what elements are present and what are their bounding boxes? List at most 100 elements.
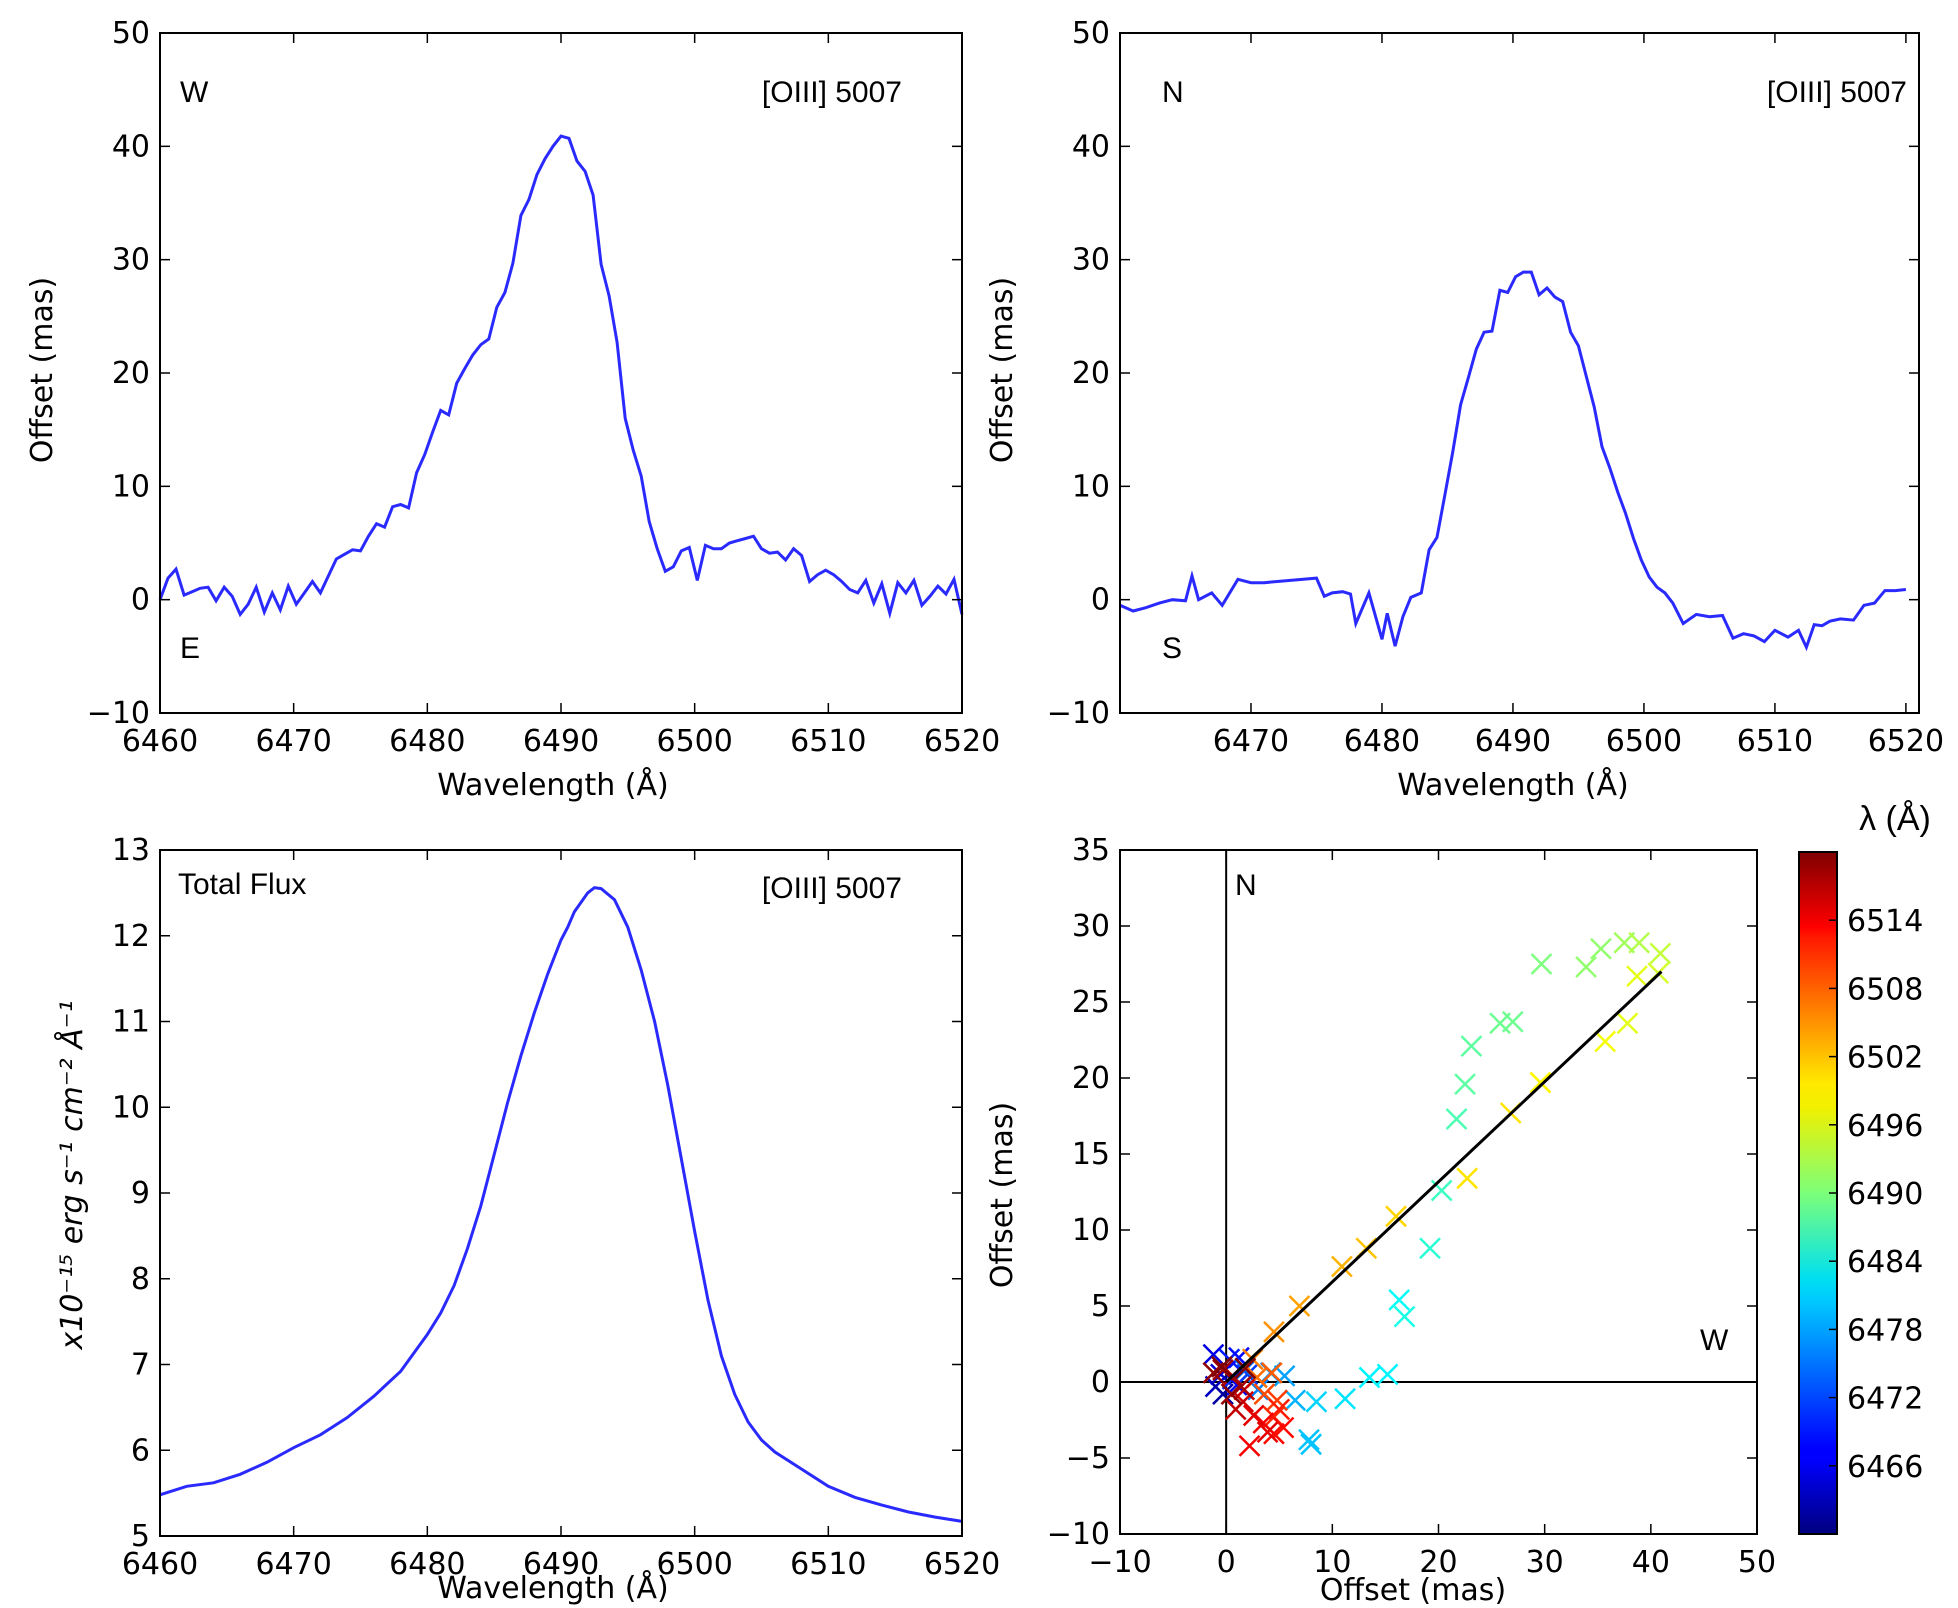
scatter-marker [1530, 953, 1553, 975]
scatter-marker [1385, 1205, 1407, 1228]
y-tick-label: 20 [112, 356, 150, 391]
y-tick-label: 5 [1091, 1289, 1110, 1324]
y-tick-label: 50 [1072, 16, 1110, 51]
series-line-total-flux [159, 886, 963, 1523]
scatter-marker [1456, 1167, 1479, 1190]
x-tick-label: 6500 [656, 724, 732, 759]
scatter-marker [1529, 1071, 1552, 1094]
y-tick-label: 50 [112, 16, 150, 51]
annotation-total-flux: Total Flux [178, 868, 306, 901]
y-tick-label: −10 [1047, 696, 1110, 731]
y-tick-label: 0 [1091, 583, 1110, 618]
x-tick-label: 0 [1217, 1545, 1236, 1580]
y-axis-label: Offset (mas) [985, 277, 1020, 463]
scatter-marker [1263, 1320, 1285, 1343]
scatter-marker [1334, 1387, 1356, 1410]
axes-frame [159, 849, 963, 1537]
x-tick-label: 6470 [1213, 724, 1289, 759]
x-tick-label: 6510 [790, 1547, 866, 1582]
scatter-marker [1388, 1289, 1411, 1311]
scatter-marker [1331, 1255, 1353, 1278]
y-tick-label: 12 [112, 919, 150, 954]
x-tick-label: 20 [1419, 1545, 1457, 1580]
chart-panel-n-s: 6470 6480 6490 6500 6510 6520 −10 0 10 20 30 40 50 W… [985, 16, 1944, 803]
annotation-oiii: [OIII] 5007 [1767, 76, 1907, 109]
colorbar-tick-label: 6478 [1847, 1313, 1923, 1348]
scatter-marker [1230, 1375, 1252, 1398]
colorbar: 6466 6472 6478 6484 6490 6496 6502 6508 6514 λ (… [1798, 800, 1931, 1535]
scatter-marker [1649, 942, 1672, 965]
scatter-marker [1376, 1363, 1399, 1386]
colorbar-tick-label: 6466 [1847, 1450, 1923, 1485]
scatter-marker [1272, 1416, 1295, 1439]
x-tick-label: 50 [1738, 1545, 1776, 1580]
scatter-marker [1575, 956, 1597, 978]
series-line-w-e [158, 134, 964, 620]
scatter-marker [1212, 1383, 1234, 1406]
scatter-marker [1220, 1383, 1243, 1406]
colorbar-tick-label: 6508 [1847, 972, 1923, 1007]
scatter-marker [1260, 1361, 1283, 1384]
x-tick-label: 6510 [1737, 724, 1813, 759]
x-tick-label: 6460 [122, 724, 198, 759]
colorbar-tick-label: 6502 [1847, 1041, 1923, 1076]
colorbar-tick-label: 6490 [1847, 1177, 1923, 1212]
annotation-west: W [180, 76, 209, 109]
scatter-marker [1238, 1434, 1261, 1457]
scatter-marker [1628, 931, 1651, 954]
scatter-marker [1501, 1010, 1524, 1033]
x-tick-label: −10 [1088, 1545, 1151, 1580]
scatter-marker [1288, 1295, 1311, 1317]
annotation-north: N [1162, 76, 1184, 109]
scatter-marker [1256, 1421, 1279, 1444]
scatter-marker [1234, 1357, 1257, 1380]
x-tick-label: 6480 [1344, 724, 1420, 759]
y-tick-label: 35 [1072, 833, 1110, 868]
y-tick-label: 0 [131, 583, 150, 618]
scatter-marker [1454, 1073, 1476, 1095]
annotation-east: E [180, 632, 200, 665]
colorbar-tick-label: 6496 [1847, 1109, 1923, 1144]
x-tick-label: 6490 [523, 724, 599, 759]
chart-panel-scatter: −10 0 10 20 30 40 50 −10 −5 0 5 10 15 20 25 30 35 Offset… [985, 833, 1776, 1608]
y-tick-label: 30 [112, 243, 150, 278]
linear-fit-line [1225, 970, 1663, 1384]
x-tick-label: 6490 [1475, 724, 1551, 759]
y-tick-label: 0 [1091, 1365, 1110, 1400]
series-line-n-s [1119, 270, 1907, 652]
x-tick-label: 6510 [790, 724, 866, 759]
x-axis-label: Wavelength (Å) [437, 767, 668, 803]
y-tick-label: 9 [131, 1176, 150, 1211]
scatter-marker [1419, 1237, 1441, 1260]
y-tick-label: 8 [131, 1262, 150, 1297]
scatter-marker [1273, 1365, 1296, 1387]
y-tick-label: 11 [112, 1005, 150, 1040]
y-tick-label: 40 [112, 129, 150, 164]
y-tick-label: 6 [131, 1433, 150, 1468]
y-tick-label: −5 [1066, 1441, 1110, 1476]
scatter-marker [1594, 1030, 1617, 1053]
y-axis-label: Offset (mas) [25, 277, 60, 463]
scatter-marker [1626, 965, 1648, 988]
x-tick-label: 6470 [255, 1547, 331, 1582]
colorbar-tick-label: 6514 [1847, 904, 1923, 939]
annotation-west: W [1700, 1324, 1729, 1357]
x-tick-label: 6480 [389, 1547, 465, 1582]
x-tick-label: 6470 [255, 724, 331, 759]
y-tick-label: −10 [87, 696, 150, 731]
y-tick-label: 10 [112, 1090, 150, 1125]
y-tick-label: 5 [131, 1519, 150, 1554]
scatter-marker [1358, 1366, 1381, 1389]
x-tick-label: 6460 [122, 1547, 198, 1582]
y-tick-label: 25 [1072, 985, 1110, 1020]
y-tick-label: 30 [1072, 243, 1110, 278]
y-tick-label: 30 [1072, 909, 1110, 944]
scatter-marker [1460, 1035, 1483, 1057]
y-tick-label: 10 [1072, 469, 1110, 504]
x-axis-label: Wavelength (Å) [437, 1570, 668, 1606]
y-tick-label: 15 [1072, 1137, 1110, 1172]
chart-panel-w-e: 6460 6470 6480 6490 6500 6510 6520 −10 0 10 20 30 40… [25, 16, 1000, 803]
colorbar-tick-label: 6484 [1847, 1245, 1923, 1280]
annotation-oiii: [OIII] 5007 [762, 76, 902, 109]
scatter-marker [1268, 1398, 1291, 1421]
